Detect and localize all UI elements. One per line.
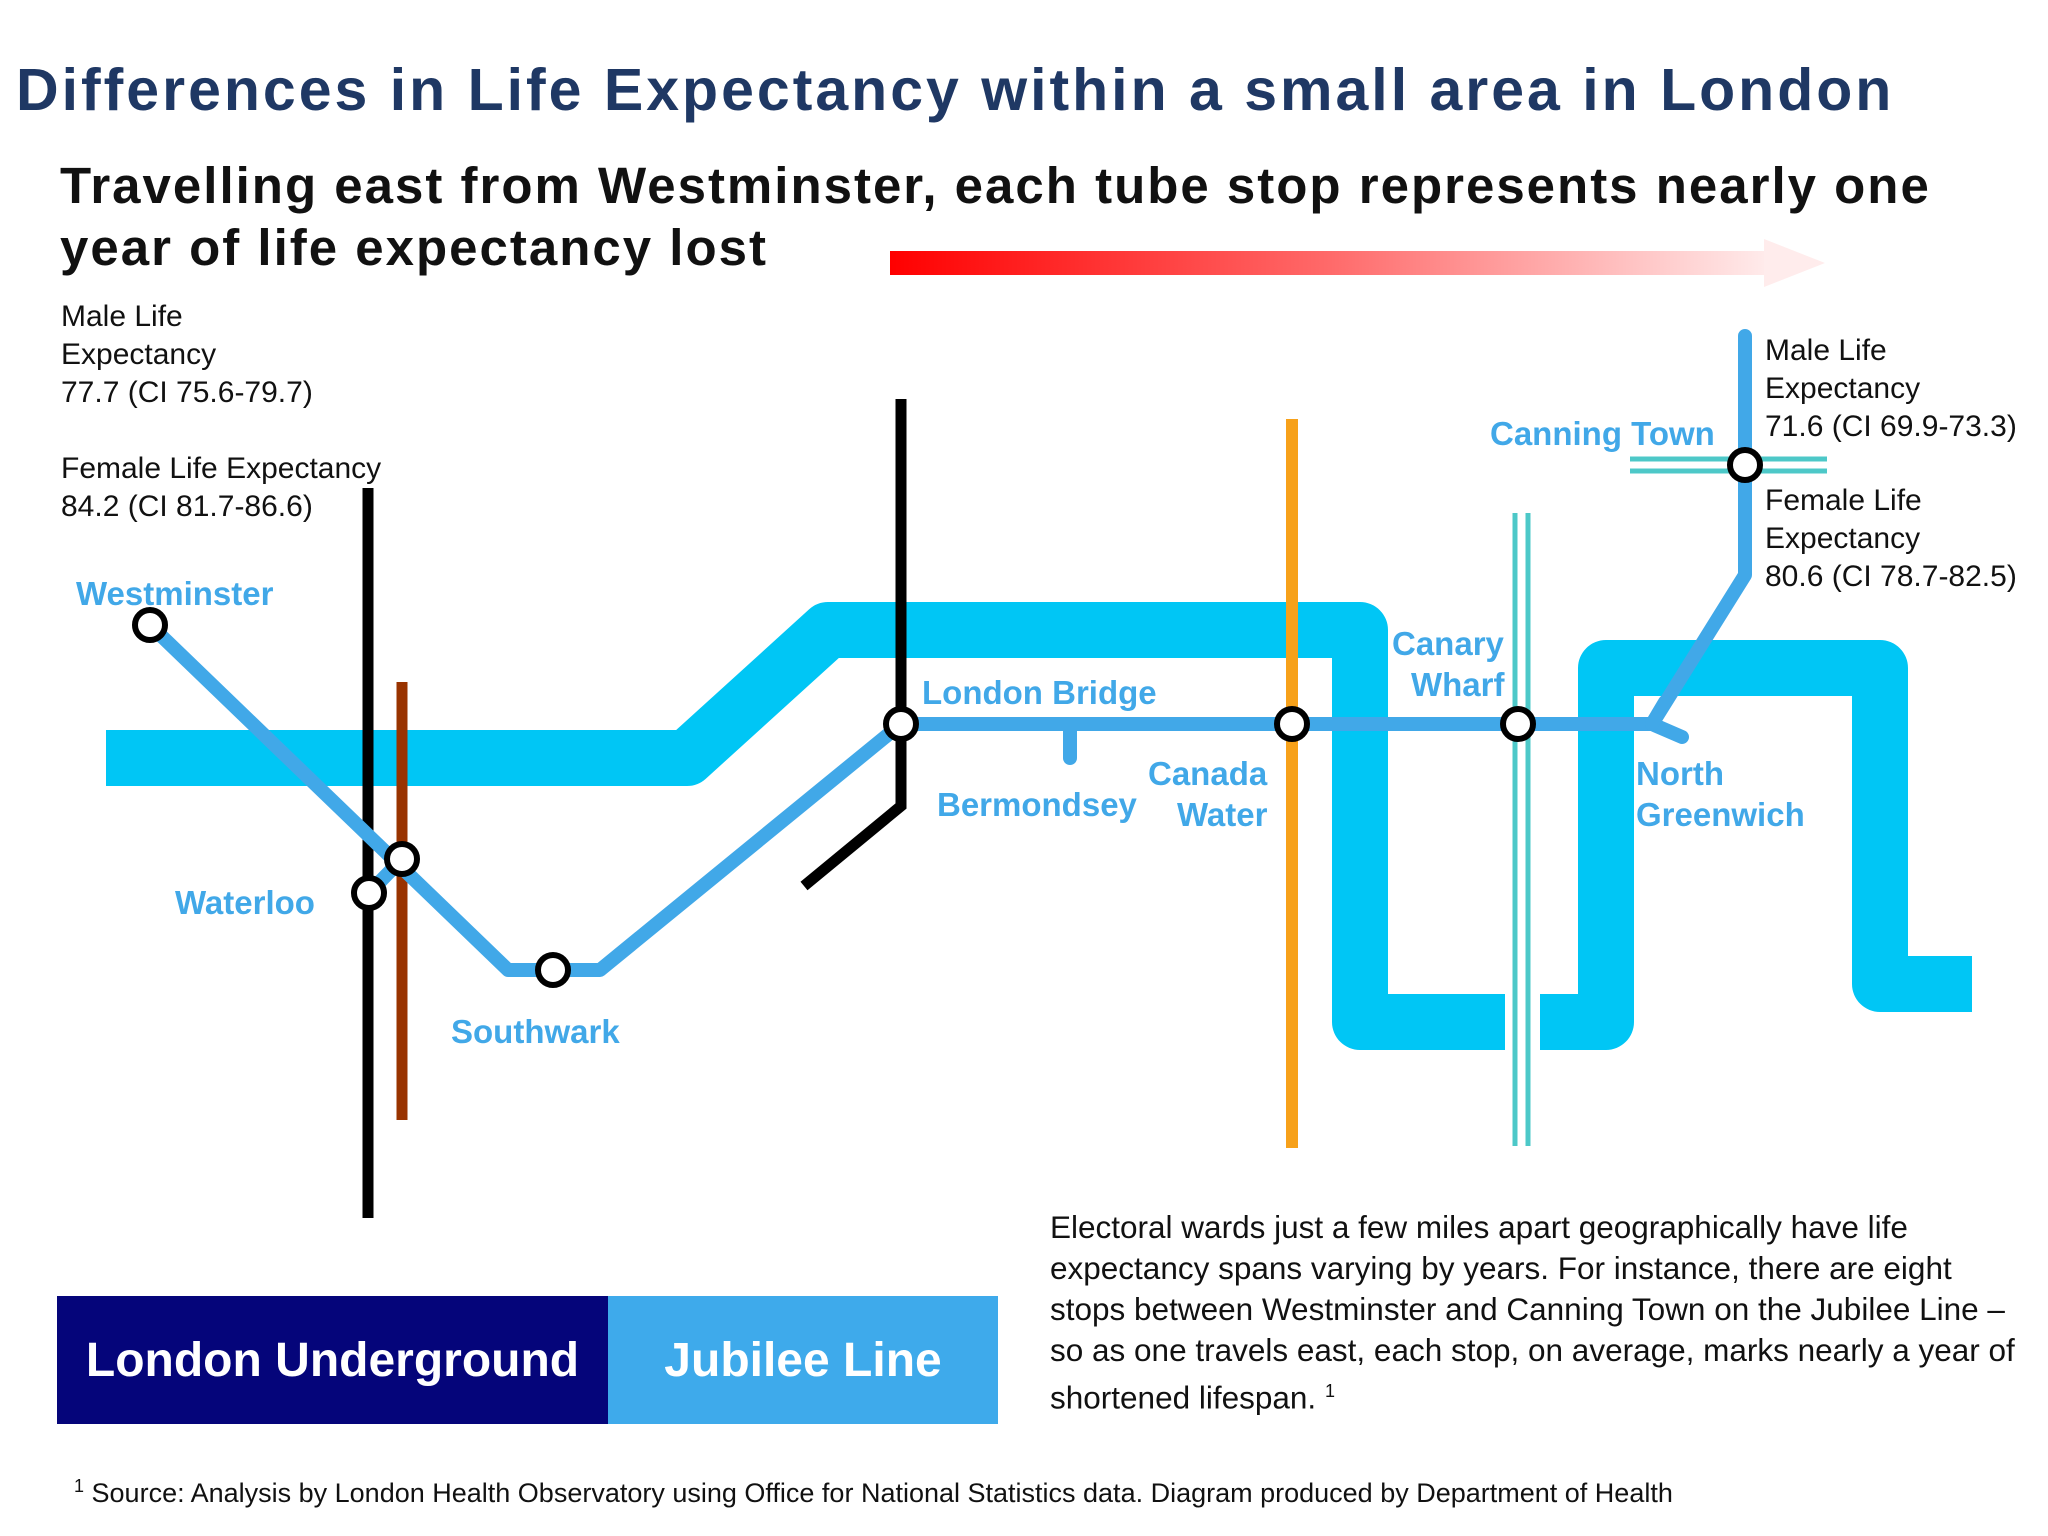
station-london-bridge — [883, 706, 919, 742]
footnote-text: Source: Analysis by London Health Observ… — [91, 1478, 1673, 1508]
westminster-male-label-1: Male Life — [61, 300, 183, 333]
station-canada-water — [1274, 706, 1310, 742]
explanation-text: Electoral wards just a few miles apart g… — [1050, 1207, 2020, 1419]
explanation-body: Electoral wards just a few miles apart g… — [1050, 1209, 2015, 1416]
westminster-life-expectancy: Male Life Expectancy 77.7 (CI 75.6-79.7)… — [61, 298, 381, 526]
westminster-male-value: 77.7 (CI 75.6-79.7) — [61, 376, 313, 409]
label-canning-town: Canning Town — [1490, 415, 1715, 452]
station-waterloo-a — [351, 875, 387, 911]
canning-town-male-life-expectancy: Male Life Expectancy 71.6 (CI 69.9-73.3) — [1765, 332, 2017, 446]
canning-town-female-label-1: Female Life — [1765, 484, 1922, 517]
label-canada-water-2: Water — [1177, 796, 1268, 833]
canning-town-female-value: 80.6 (CI 78.7-82.5) — [1765, 560, 2017, 593]
label-waterloo: Waterloo — [175, 884, 315, 921]
label-westminster: Westminster — [76, 575, 274, 612]
label-bermondsey: Bermondsey — [937, 786, 1138, 823]
station-westminster — [132, 607, 168, 643]
station-canary-wharf — [1500, 706, 1536, 742]
eastward-arrow — [890, 239, 1825, 287]
explanation-footnote-mark: 1 — [1324, 1381, 1335, 1401]
canning-town-male-label-2: Expectancy — [1765, 372, 1921, 405]
page-subtitle: Travelling east from Westminster, each t… — [60, 157, 1931, 276]
northern-line — [362, 399, 907, 1218]
station-southwark — [535, 952, 571, 988]
canning-town-female-label-2: Expectancy — [1765, 522, 1921, 555]
station-canning-town — [1727, 447, 1763, 483]
label-canada-water-1: Canada — [1148, 755, 1268, 792]
label-canary-wharf-1: Canary — [1392, 625, 1505, 662]
westminster-male-label-2: Expectancy — [61, 338, 217, 371]
page-title: Differences in Life Expectancy within a … — [16, 57, 1895, 123]
river-thames — [106, 602, 1972, 1050]
canning-town-male-value: 71.6 (CI 69.9-73.3) — [1765, 410, 2017, 443]
station-waterloo-b — [384, 841, 420, 877]
canning-town-male-label-1: Male Life — [1765, 334, 1887, 367]
label-north-greenwich-2: Greenwich — [1636, 796, 1805, 833]
label-north-greenwich-1: North — [1636, 755, 1724, 792]
footnote-mark: 1 — [74, 1476, 85, 1496]
station-markers — [132, 447, 1763, 988]
label-canary-wharf-2: Wharf — [1411, 666, 1506, 703]
westminster-female-label: Female Life Expectancy — [61, 452, 382, 485]
label-london-bridge: London Bridge — [922, 674, 1157, 711]
label-southwark: Southwark — [451, 1013, 620, 1050]
brand-bar: London Underground Jubilee Line — [57, 1296, 998, 1424]
source-footnote: 1 Source: Analysis by London Health Obse… — [74, 1476, 1673, 1509]
canning-town-female-life-expectancy: Female Life Expectancy 80.6 (CI 78.7-82.… — [1765, 482, 2017, 596]
westminster-female-value: 84.2 (CI 81.7-86.6) — [61, 490, 313, 523]
jubilee-line-block: Jubilee Line — [608, 1296, 998, 1424]
london-underground-block: London Underground — [57, 1296, 608, 1424]
